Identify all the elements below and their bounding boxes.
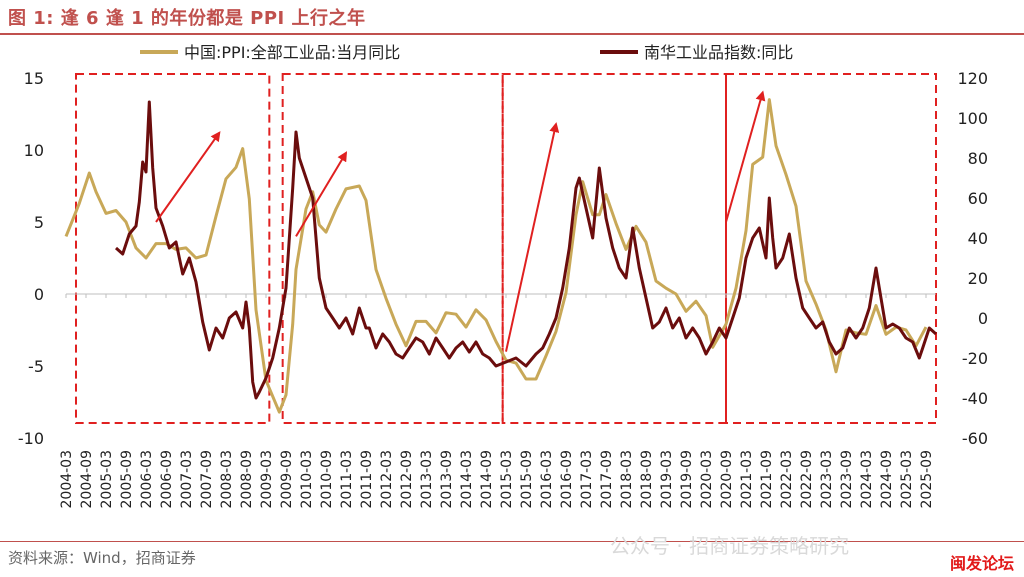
series-lines: [64, 98, 938, 414]
x-tick-label: 2023-03: [819, 450, 835, 509]
y-right-tick-label: 20: [968, 269, 988, 288]
footer-divider: [0, 541, 1024, 542]
x-tick-label: 2018-03: [619, 450, 635, 509]
legend-label: 南华工业品指数:同比: [644, 43, 793, 62]
x-tick-label: 2018-09: [639, 450, 655, 509]
x-tick-label: 2013-09: [439, 450, 455, 509]
y-left-tick-label: -10: [18, 429, 44, 448]
y-left-tick-label: -5: [28, 357, 44, 376]
trend-arrow: [725, 90, 766, 223]
x-tick-label: 2017-03: [579, 450, 595, 509]
x-tick-label: 2015-03: [499, 450, 515, 509]
x-tick-label: 2021-09: [759, 450, 775, 509]
x-tick-label: 2021-03: [739, 450, 755, 509]
highlight-boxes: [75, 73, 937, 424]
title-divider: [0, 33, 1024, 35]
x-tick-label: 2007-03: [179, 450, 195, 509]
x-tick-label: 2010-09: [319, 450, 335, 509]
y-left-tick-label: 15: [24, 69, 44, 88]
x-tick-label: 2024-03: [859, 450, 875, 509]
chart-title: 图 1: 逢 6 逢 1 的年份都是 PPI 上行之年: [8, 8, 366, 29]
x-tick-label: 2011-03: [339, 450, 355, 509]
axes: -10 -5 0 5 10 15 -60 -40 -20 0 20 40 60 80 100 120 2004-…: [18, 69, 988, 509]
x-tick-label: 2016-09: [559, 450, 575, 509]
y-left-tick-label: 10: [24, 141, 44, 160]
x-tick-label: 2008-09: [239, 450, 255, 509]
y-right-tick-label: 80: [968, 149, 988, 168]
x-tick-label: 2010-03: [299, 450, 315, 509]
y-right-tick-label: 100: [957, 109, 988, 128]
watermark-text: 公众号 · 招商证券策略研究: [610, 534, 850, 558]
y-right-tick-label: -60: [962, 429, 988, 448]
x-tick-label: 2015-09: [519, 450, 535, 509]
x-tick-label: 2006-03: [139, 450, 155, 509]
x-tick-label: 2025-09: [919, 450, 935, 509]
line-chart: -10 -5 0 5 10 15 -60 -40 -20 0 20 40 60 80 100 120 2004-…: [18, 43, 988, 509]
cycle-highlight-box: [725, 73, 937, 424]
x-tick-label: 2011-09: [359, 450, 375, 509]
x-tick-label: 2004-09: [79, 450, 95, 509]
trend-arrow: [155, 131, 221, 223]
x-tick-label: 2016-03: [539, 450, 555, 509]
source-note: 资料来源：Wind，招商证券: [8, 549, 196, 567]
cycle-highlight-box: [75, 73, 271, 424]
x-tick-label: 2012-09: [399, 450, 415, 509]
x-tick-label: 2014-09: [479, 450, 495, 509]
trend-arrows: [155, 90, 766, 352]
x-tick-label: 2006-09: [159, 450, 175, 509]
y-left-tick-label: 0: [34, 285, 44, 304]
legend-label: 中国:PPI:全部工业品:当月同比: [184, 43, 400, 62]
x-tick-label: 2009-03: [259, 450, 275, 509]
y-right-tick-label: 40: [968, 229, 988, 248]
series-line-ppi: [64, 98, 928, 414]
x-tick-label: 2022-09: [799, 450, 815, 509]
x-tick-label: 2013-03: [419, 450, 435, 509]
x-tick-label: 2025-03: [899, 450, 915, 509]
x-tick-label: 2012-03: [379, 450, 395, 509]
y-right-tick-label: -20: [962, 349, 988, 368]
legend: 中国:PPI:全部工业品:当月同比 南华工业品指数:同比: [140, 43, 793, 62]
y-right-tick-label: -40: [962, 389, 988, 408]
y-right-tick-label: 0: [978, 309, 988, 328]
y-right-tick-label: 60: [968, 189, 988, 208]
x-tick-label: 2024-09: [879, 450, 895, 509]
x-tick-label: 2017-09: [599, 450, 615, 509]
cycle-highlight-box: [281, 73, 504, 424]
x-tick-label: 2022-03: [779, 450, 795, 509]
y-right-tick-label: 120: [957, 69, 988, 88]
x-tick-label: 2014-03: [459, 450, 475, 509]
x-tick-label: 2020-03: [699, 450, 715, 509]
y-left-tick-label: 5: [34, 213, 44, 232]
trend-arrow: [295, 151, 348, 237]
x-tick-label: 2019-09: [679, 450, 695, 509]
x-tick-label: 2007-09: [199, 450, 215, 509]
x-tick-label: 2008-03: [219, 450, 235, 509]
x-tick-label: 2004-03: [59, 450, 75, 509]
x-tick-label: 2019-03: [659, 450, 675, 509]
x-tick-label: 2005-09: [119, 450, 135, 509]
x-tick-label: 2023-09: [839, 450, 855, 509]
x-tick-label: 2009-09: [279, 450, 295, 509]
series-line-nanhua-index: [114, 100, 938, 400]
x-tick-label: 2020-09: [719, 450, 735, 509]
x-tick-label: 2005-03: [99, 450, 115, 509]
trend-arrow: [505, 122, 560, 352]
forum-tag: 闽发论坛: [949, 554, 1014, 573]
